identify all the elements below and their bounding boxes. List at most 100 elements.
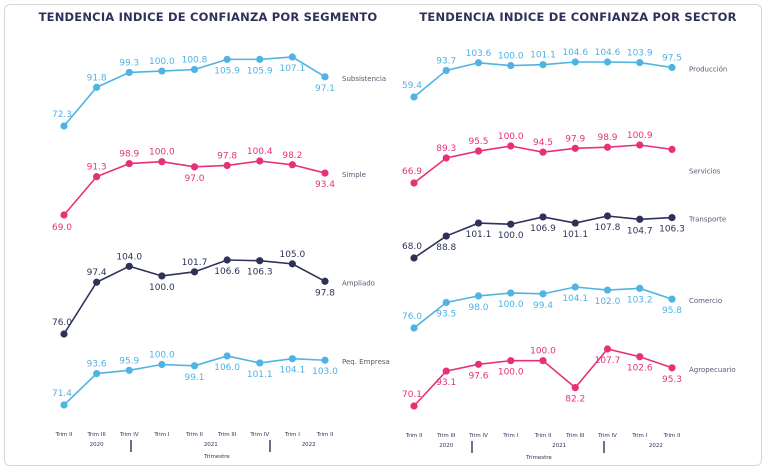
data-point (125, 262, 133, 270)
x-tick-label: Trim III (565, 433, 585, 439)
x-tick-label: Trim II (316, 432, 334, 438)
data-point (190, 65, 199, 74)
data-point (507, 61, 515, 70)
x-tick-label: Trim I (153, 432, 169, 438)
data-point (539, 213, 547, 221)
data-point (442, 66, 450, 75)
data-point (256, 359, 264, 367)
data-point (507, 357, 515, 365)
data-label: 97.5 (662, 53, 682, 63)
data-label: 93.7 (436, 56, 456, 66)
data-label: 103.6 (466, 49, 492, 59)
data-point (668, 145, 676, 153)
data-label: 97.8 (315, 288, 335, 298)
data-label: 100.0 (498, 368, 524, 378)
data-label: 71.4 (52, 389, 72, 399)
data-label: 104.7 (627, 226, 653, 236)
data-point (256, 55, 264, 63)
series-name-label: Peq. Empresa (342, 358, 390, 366)
data-point (507, 142, 515, 150)
data-point (125, 366, 133, 374)
data-label: 103.0 (312, 367, 338, 377)
data-label: 100.0 (498, 132, 524, 142)
x-tick-label: Trim II (185, 432, 203, 438)
data-label: 93.1 (436, 378, 456, 388)
data-label: 69.0 (52, 223, 72, 233)
x-tick-label: Trim II (55, 432, 73, 438)
data-point (668, 295, 676, 303)
year-label: 2022 (302, 442, 316, 448)
data-point (442, 232, 450, 240)
data-point (410, 93, 418, 101)
data-label: 98.2 (282, 151, 302, 161)
data-point (288, 161, 296, 169)
data-label: 97.4 (87, 268, 107, 278)
data-label: 95.9 (119, 356, 139, 366)
data-label: 101.1 (247, 370, 273, 380)
data-label: 91.3 (87, 163, 107, 173)
data-point (507, 289, 515, 297)
data-point (636, 58, 644, 67)
data-label: 102.6 (627, 364, 653, 374)
series-name-label: Servicios (689, 167, 721, 175)
data-label: 99.1 (184, 373, 204, 383)
data-label: 105.9 (247, 66, 273, 76)
x-tick-label: Trim IV (468, 433, 488, 439)
data-label: 100.0 (149, 283, 175, 293)
data-point (321, 277, 329, 285)
data-point (256, 257, 264, 265)
data-label: 93.5 (436, 309, 456, 319)
data-label: 93.4 (315, 180, 335, 190)
data-label: 107.1 (279, 64, 305, 74)
data-point (603, 345, 612, 353)
x-tick-label: Trim I (631, 433, 647, 439)
data-point (603, 143, 612, 151)
data-point (321, 169, 329, 177)
data-point (158, 272, 166, 280)
data-label: 88.8 (436, 243, 456, 253)
data-point (223, 55, 231, 63)
data-label: 89.3 (436, 144, 456, 154)
series-name-label: Transporte (688, 216, 726, 224)
data-point (223, 352, 231, 360)
data-point (158, 158, 166, 166)
data-point (190, 362, 199, 370)
data-label: 100.0 (530, 347, 556, 357)
data-point (474, 59, 483, 67)
data-point (636, 215, 644, 223)
data-point (571, 219, 579, 227)
data-label: 98.0 (468, 303, 488, 313)
data-point (321, 73, 329, 81)
data-label: 99.4 (533, 301, 553, 311)
data-point (474, 147, 483, 155)
x-axis-title: Trimestre (203, 454, 230, 460)
data-label: 100.0 (149, 57, 175, 67)
data-label: 59.4 (402, 81, 422, 91)
data-point (636, 141, 644, 149)
data-label: 97.6 (468, 371, 488, 381)
series-name-label: Subsistencia (342, 75, 386, 83)
data-point (410, 254, 418, 262)
data-point (571, 384, 579, 392)
data-point (539, 148, 547, 156)
right-chart-title: TENDENCIA INDICE DE CONFIANZA POR SECTOR (419, 10, 737, 24)
data-label: 98.9 (119, 150, 139, 160)
data-label: 97.8 (217, 151, 237, 161)
data-point (410, 402, 418, 410)
data-point (60, 122, 68, 130)
data-point (603, 286, 612, 294)
data-label: 100.0 (498, 52, 524, 62)
data-point (125, 159, 133, 168)
data-label: 72.3 (52, 110, 72, 120)
data-label: 107.7 (595, 356, 621, 366)
year-label: 2020 (439, 443, 453, 449)
data-label: 106.3 (659, 225, 685, 235)
data-label: 91.8 (87, 73, 107, 83)
data-label: 105.9 (214, 66, 240, 76)
x-tick-label: Trim IV (597, 433, 617, 439)
year-label: 2021 (204, 442, 218, 448)
data-point (571, 283, 579, 291)
data-label: 106.3 (247, 268, 273, 278)
data-point (571, 58, 579, 66)
